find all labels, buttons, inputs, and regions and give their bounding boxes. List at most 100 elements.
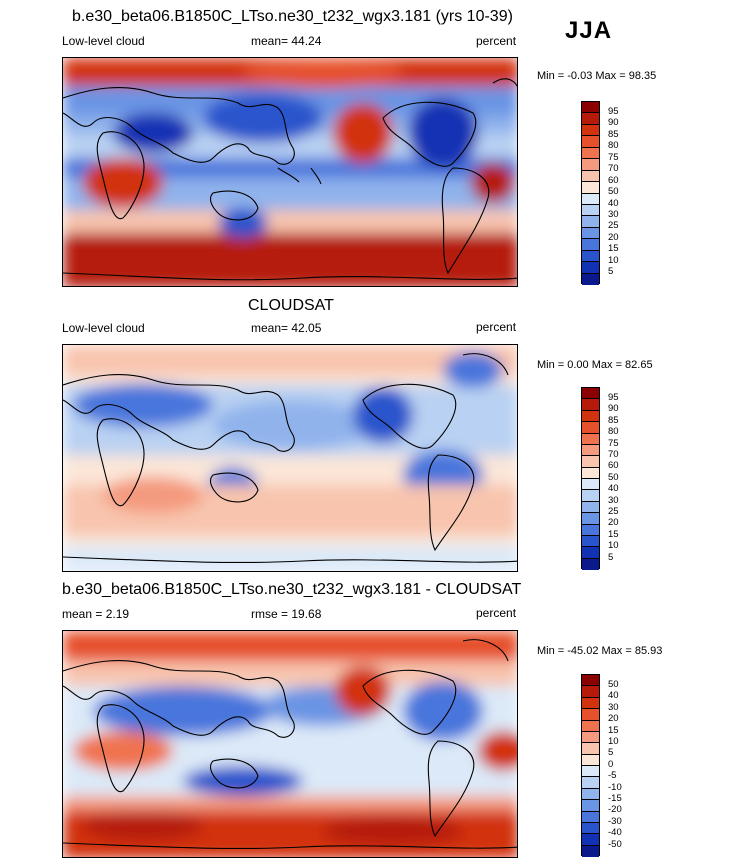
colorbar-swatch xyxy=(582,743,599,755)
colorbar-label: 25 xyxy=(608,506,619,517)
panel-1-minmax: Min = -0.03 Max = 98.35 xyxy=(537,70,657,82)
colorbar-label: 30 xyxy=(608,209,619,220)
colorbar-swatch xyxy=(582,147,599,160)
panel-2-mean-label: mean= 42.05 xyxy=(251,321,322,335)
colorbar-label: 50 xyxy=(608,186,619,197)
panel-1-colorbar xyxy=(581,101,600,285)
colorbar-label: -20 xyxy=(608,804,622,815)
panel-2-colorbar xyxy=(581,387,600,570)
colorbar-label: 5 xyxy=(608,747,614,758)
colorbar-label: -30 xyxy=(608,816,622,827)
colorbar-swatch xyxy=(582,558,599,570)
colorbar-label: 70 xyxy=(608,449,619,460)
colorbar-label: 70 xyxy=(608,163,619,174)
panel-3-rmse-label: rmse = 19.68 xyxy=(251,607,322,621)
colorbar-swatch xyxy=(582,675,599,687)
colorbar-label: -15 xyxy=(608,793,622,804)
colorbar-label: 10 xyxy=(608,255,619,266)
colorbar-swatch xyxy=(582,170,599,183)
colorbar-label: 40 xyxy=(608,483,619,494)
colorbar-swatch xyxy=(582,216,599,228)
panel-2-coastlines xyxy=(63,353,517,564)
colorbar-swatch xyxy=(582,535,599,548)
colorbar-label: 10 xyxy=(608,540,619,551)
panel-2-units-label: percent xyxy=(476,320,517,334)
panel-1-variable-label: Low-level cloud xyxy=(62,34,145,48)
colorbar-label: 15 xyxy=(608,725,619,736)
colorbar-swatch xyxy=(582,811,599,823)
colorbar-swatch xyxy=(582,444,599,457)
colorbar-swatch xyxy=(582,456,599,468)
colorbar-label: 95 xyxy=(608,106,619,117)
colorbar-label: 50 xyxy=(608,679,619,690)
colorbar-label: -40 xyxy=(608,827,622,838)
colorbar-swatch xyxy=(582,182,599,194)
panel-3-mean-label: mean = 2.19 xyxy=(62,607,130,621)
colorbar-swatch xyxy=(582,524,599,536)
colorbar-label: 15 xyxy=(608,243,619,254)
colorbar-swatch xyxy=(582,822,599,835)
colorbar-label: -50 xyxy=(608,839,622,850)
colorbar-label: -5 xyxy=(608,770,617,781)
colorbar-label: 90 xyxy=(608,117,619,128)
colorbar-swatch xyxy=(582,102,599,114)
colorbar-label: 60 xyxy=(608,175,619,186)
colorbar-swatch xyxy=(582,731,599,744)
colorbar-label: 20 xyxy=(608,232,619,243)
colorbar-swatch xyxy=(582,547,599,559)
colorbar-swatch xyxy=(582,399,599,411)
colorbar-swatch xyxy=(582,686,599,698)
colorbar-swatch xyxy=(582,479,599,491)
colorbar-swatch xyxy=(582,250,599,263)
colorbar-label: 80 xyxy=(608,426,619,437)
colorbar-label: 40 xyxy=(608,690,619,701)
panel-2-minmax: Min = 0.00 Max = 82.65 xyxy=(537,359,653,371)
colorbar-label: -10 xyxy=(608,782,622,793)
season-label: JJA xyxy=(565,17,613,44)
colorbar-label: 90 xyxy=(608,403,619,414)
colorbar-label: 15 xyxy=(608,529,619,540)
colorbar-label: 50 xyxy=(608,472,619,483)
colorbar-label: 5 xyxy=(608,552,614,563)
colorbar-label: 10 xyxy=(608,736,619,747)
colorbar-swatch xyxy=(582,834,599,846)
colorbar-swatch xyxy=(582,800,599,812)
colorbar-label: 95 xyxy=(608,392,619,403)
colorbar-swatch xyxy=(582,845,599,857)
colorbar-label: 85 xyxy=(608,129,619,140)
panel-3-units-label: percent xyxy=(476,606,517,620)
colorbar-label: 30 xyxy=(608,702,619,713)
colorbar-swatch xyxy=(582,273,599,285)
panel-3-minmax: Min = -45.02 Max = 85.93 xyxy=(537,645,663,657)
panel-2-map xyxy=(62,344,518,572)
panel-2-variable-label: Low-level cloud xyxy=(62,321,145,335)
panel-1-units-label: percent xyxy=(476,34,517,48)
panel-3-coastlines xyxy=(63,639,517,850)
panel-3-colorbar xyxy=(581,674,600,857)
colorbar-label: 20 xyxy=(608,517,619,528)
colorbar-label: 5 xyxy=(608,266,614,277)
panel-1-title: b.e30_beta06.B1850C_LTso.ne30_t232_wgx3.… xyxy=(72,8,513,25)
colorbar-swatch xyxy=(582,467,599,479)
colorbar-label: 0 xyxy=(608,759,614,770)
colorbar-label: 80 xyxy=(608,140,619,151)
colorbar-swatch xyxy=(582,159,599,171)
colorbar-swatch xyxy=(582,709,599,721)
panel-3-map xyxy=(62,630,518,858)
colorbar-swatch xyxy=(582,777,599,789)
colorbar-swatch xyxy=(582,501,599,514)
panel-1-map xyxy=(62,57,518,287)
colorbar-swatch xyxy=(582,422,599,434)
colorbar-swatch xyxy=(582,227,599,240)
colorbar-swatch xyxy=(582,697,599,710)
colorbar-swatch xyxy=(582,433,599,445)
colorbar-swatch xyxy=(582,410,599,423)
colorbar-label: 75 xyxy=(608,152,619,163)
colorbar-swatch xyxy=(582,239,599,251)
colorbar-swatch xyxy=(582,754,599,766)
colorbar-swatch xyxy=(582,113,599,125)
colorbar-label: 30 xyxy=(608,495,619,506)
panel-1-coastlines xyxy=(63,78,517,281)
colorbar-swatch xyxy=(582,720,599,732)
colorbar-swatch xyxy=(582,490,599,502)
